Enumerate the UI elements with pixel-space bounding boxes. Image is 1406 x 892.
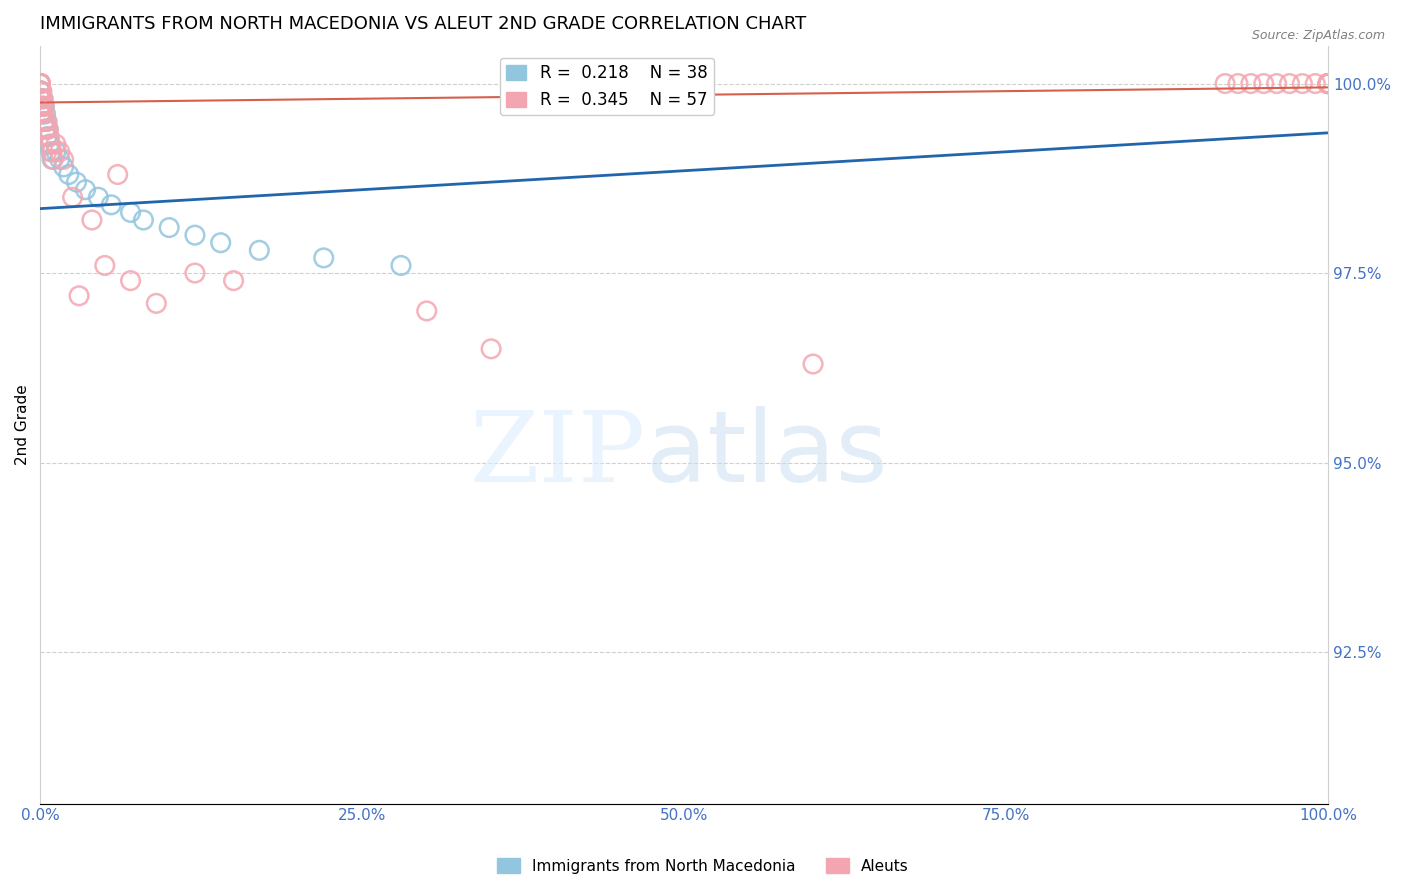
Point <box>52 153 75 167</box>
Point <box>389 259 412 273</box>
Point <box>52 160 75 174</box>
Point <box>62 190 84 204</box>
Text: IMMIGRANTS FROM NORTH MACEDONIA VS ALEUT 2ND GRADE CORRELATION CHART: IMMIGRANTS FROM NORTH MACEDONIA VS ALEUT… <box>41 15 807 33</box>
Point <box>1213 77 1236 91</box>
Point <box>1317 77 1340 91</box>
Point <box>30 107 52 121</box>
Point <box>1317 77 1340 91</box>
Y-axis label: 2nd Grade: 2nd Grade <box>15 384 30 465</box>
Point <box>37 122 59 136</box>
Point <box>32 99 55 113</box>
Point <box>1317 77 1340 91</box>
Point <box>184 266 207 280</box>
Point <box>48 153 70 167</box>
Point <box>1265 77 1288 91</box>
Point <box>32 107 55 121</box>
Point <box>30 107 52 121</box>
Point <box>120 274 142 288</box>
Text: Source: ZipAtlas.com: Source: ZipAtlas.com <box>1251 29 1385 42</box>
Point <box>58 168 80 182</box>
Point <box>1317 77 1340 91</box>
Point <box>35 114 58 128</box>
Point <box>30 77 52 91</box>
Point <box>41 145 63 159</box>
Point <box>30 77 52 91</box>
Point <box>38 129 60 144</box>
Point <box>1253 77 1275 91</box>
Point <box>45 137 67 152</box>
Point <box>34 122 56 136</box>
Point <box>30 99 52 113</box>
Point <box>416 304 439 318</box>
Point <box>32 114 55 128</box>
Point <box>39 145 62 159</box>
Point <box>34 107 56 121</box>
Point <box>247 244 270 258</box>
Point <box>157 220 180 235</box>
Legend: R =  0.218    N = 38, R =  0.345    N = 57: R = 0.218 N = 38, R = 0.345 N = 57 <box>499 58 714 115</box>
Point <box>209 235 232 250</box>
Point <box>107 168 129 182</box>
Point <box>1317 77 1340 91</box>
Point <box>65 175 87 189</box>
Point <box>75 183 97 197</box>
Point <box>48 145 70 159</box>
Point <box>67 289 90 303</box>
Point <box>479 342 502 356</box>
Point <box>31 84 53 98</box>
Point <box>39 137 62 152</box>
Point <box>145 296 167 310</box>
Point <box>35 129 58 144</box>
Text: ZIP: ZIP <box>470 407 645 503</box>
Point <box>30 92 52 106</box>
Point <box>30 92 52 106</box>
Point <box>32 99 55 113</box>
Point <box>30 84 52 98</box>
Point <box>100 198 122 212</box>
Point <box>30 77 52 91</box>
Point <box>1317 77 1340 91</box>
Point <box>30 77 52 91</box>
Point <box>30 77 52 91</box>
Point <box>80 213 103 227</box>
Point <box>87 190 110 204</box>
Point <box>1278 77 1301 91</box>
Point <box>31 99 53 113</box>
Point <box>30 84 52 98</box>
Point <box>1303 77 1326 91</box>
Point <box>132 213 155 227</box>
Point <box>1240 77 1263 91</box>
Text: atlas: atlas <box>645 407 887 503</box>
Point <box>41 153 63 167</box>
Point <box>30 84 52 98</box>
Point <box>45 145 67 159</box>
Point <box>1227 77 1250 91</box>
Point <box>34 122 56 136</box>
Point <box>1317 77 1340 91</box>
Point <box>1317 77 1340 91</box>
Point <box>184 228 207 243</box>
Point <box>94 259 117 273</box>
Point <box>1317 77 1340 91</box>
Point <box>312 251 335 265</box>
Point <box>31 84 53 98</box>
Point <box>42 153 65 167</box>
Point <box>30 99 52 113</box>
Point <box>222 274 245 288</box>
Point <box>31 99 53 113</box>
Point <box>32 92 55 106</box>
Point <box>30 77 52 91</box>
Point <box>32 107 55 121</box>
Point <box>38 137 60 152</box>
Point <box>1291 77 1313 91</box>
Point <box>30 84 52 98</box>
Point <box>801 357 824 371</box>
Legend: Immigrants from North Macedonia, Aleuts: Immigrants from North Macedonia, Aleuts <box>491 852 915 880</box>
Point <box>30 92 52 106</box>
Point <box>35 114 58 128</box>
Point <box>32 92 55 106</box>
Point <box>120 205 142 219</box>
Point <box>37 122 59 136</box>
Point <box>32 114 55 128</box>
